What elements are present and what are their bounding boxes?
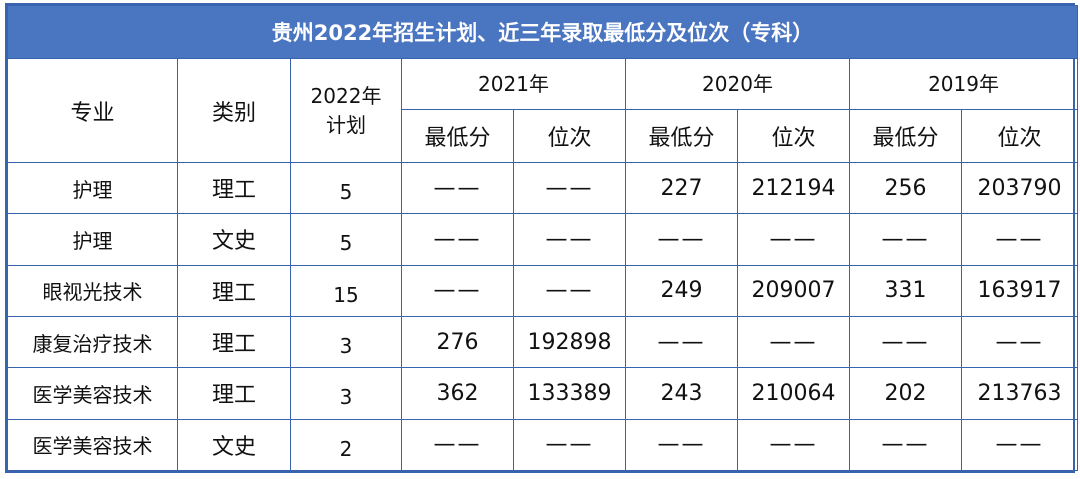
- cell-rank-2021: ——: [513, 418, 626, 472]
- header-rank-2021: 位次: [513, 109, 626, 163]
- cell-rank-2020: 209007: [737, 264, 850, 317]
- cell-plan: 3: [290, 315, 402, 369]
- cell-rank-2019: 163917: [960, 264, 1079, 317]
- cell-plan: 5: [290, 161, 402, 215]
- header-plan-line1: 2022年: [310, 83, 382, 108]
- table-row: 医学美容技术 理工 3 362 133389 243 210064 202 21…: [7, 367, 1079, 420]
- cell-major: 眼视光技术: [7, 264, 178, 317]
- cell-plan: 15: [290, 264, 402, 317]
- cell-score-2020: 227: [625, 161, 738, 215]
- header-year-2020: 2020年: [625, 58, 850, 110]
- cell-rank-2019: ——: [960, 213, 1079, 266]
- cell-rank-2021: 192898: [513, 315, 626, 369]
- cell-score-2021: ——: [401, 418, 514, 472]
- cell-major: 康复治疗技术: [7, 315, 178, 369]
- header-year-2021: 2021年: [401, 58, 626, 110]
- header-min-score-2019: 最低分: [849, 109, 962, 163]
- cell-major: 护理: [7, 161, 178, 215]
- cell-rank-2021: ——: [513, 264, 626, 317]
- table-row: 医学美容技术 文史 2 —— —— —— —— —— ——: [7, 418, 1079, 472]
- cell-rank-2019: 213763: [960, 367, 1079, 420]
- table-row: 康复治疗技术 理工 3 276 192898 —— —— —— ——: [7, 315, 1079, 369]
- cell-plan: 3: [290, 367, 402, 420]
- cell-rank-2021: ——: [513, 161, 626, 215]
- header-min-score-2021: 最低分: [401, 109, 514, 163]
- cell-score-2019: 202: [849, 367, 962, 420]
- cell-category: 理工: [177, 367, 291, 420]
- cell-major: 医学美容技术: [7, 367, 178, 420]
- table-row: 护理 文史 5 —— —— —— —— —— ——: [7, 213, 1079, 266]
- cell-rank-2020: 210064: [737, 367, 850, 420]
- cell-rank-2021: 133389: [513, 367, 626, 420]
- cell-rank-2021: ——: [513, 213, 626, 266]
- header-year-2019: 2019年: [848, 58, 1079, 110]
- header-major: 专业: [7, 58, 178, 163]
- cell-rank-2020: ——: [737, 213, 850, 266]
- cell-score-2020: 243: [625, 367, 738, 420]
- header-rank-2020: 位次: [737, 109, 850, 163]
- cell-category: 文史: [177, 213, 291, 266]
- cell-rank-2019: ——: [960, 418, 1079, 472]
- cell-score-2019: ——: [849, 213, 962, 266]
- cell-plan: 2: [290, 418, 402, 472]
- cell-score-2021: 276: [401, 315, 514, 369]
- cell-category: 文史: [177, 418, 291, 472]
- cell-rank-2020: 212194: [737, 161, 850, 215]
- cell-rank-2019: 203790: [960, 161, 1079, 215]
- header-rank-2019: 位次: [960, 109, 1079, 163]
- table-row: 眼视光技术 理工 15 —— —— 249 209007 331 163917: [7, 264, 1079, 317]
- cell-score-2019: ——: [849, 418, 962, 472]
- cell-score-2021: ——: [401, 213, 514, 266]
- cell-score-2021: 362: [401, 367, 514, 420]
- cell-score-2019: 331: [849, 264, 962, 317]
- header-min-score-2020: 最低分: [625, 109, 738, 163]
- cell-score-2019: ——: [849, 315, 962, 369]
- header-plan-line2: 计划: [326, 112, 366, 137]
- admission-table: 贵州2022年招生计划、近三年录取最低分及位次（专科） 专业 类别 2022年 …: [6, 5, 1079, 472]
- cell-plan: 5: [290, 213, 402, 266]
- cell-category: 理工: [177, 315, 291, 369]
- cell-rank-2020: ——: [737, 315, 850, 369]
- cell-major: 医学美容技术: [7, 418, 178, 472]
- cell-rank-2020: ——: [737, 418, 850, 472]
- cell-score-2019: 256: [849, 161, 962, 215]
- cell-score-2020: ——: [625, 213, 738, 266]
- table-title: 贵州2022年招生计划、近三年录取最低分及位次（专科）: [6, 5, 1079, 59]
- cell-score-2020: ——: [625, 418, 738, 472]
- admission-table-container: 贵州2022年招生计划、近三年录取最低分及位次（专科） 专业 类别 2022年 …: [5, 3, 1079, 473]
- header-category: 类别: [177, 58, 291, 163]
- cell-score-2020: 249: [625, 264, 738, 317]
- cell-major: 护理: [7, 213, 178, 266]
- header-plan: 2022年 计划: [290, 58, 402, 163]
- cell-category: 理工: [177, 161, 291, 215]
- cell-category: 理工: [177, 264, 291, 317]
- cell-rank-2019: ——: [960, 315, 1079, 369]
- cell-score-2021: ——: [401, 264, 514, 317]
- cell-score-2021: ——: [401, 161, 514, 215]
- table-row: 护理 理工 5 —— —— 227 212194 256 203790: [7, 161, 1079, 215]
- cell-score-2020: ——: [625, 315, 738, 369]
